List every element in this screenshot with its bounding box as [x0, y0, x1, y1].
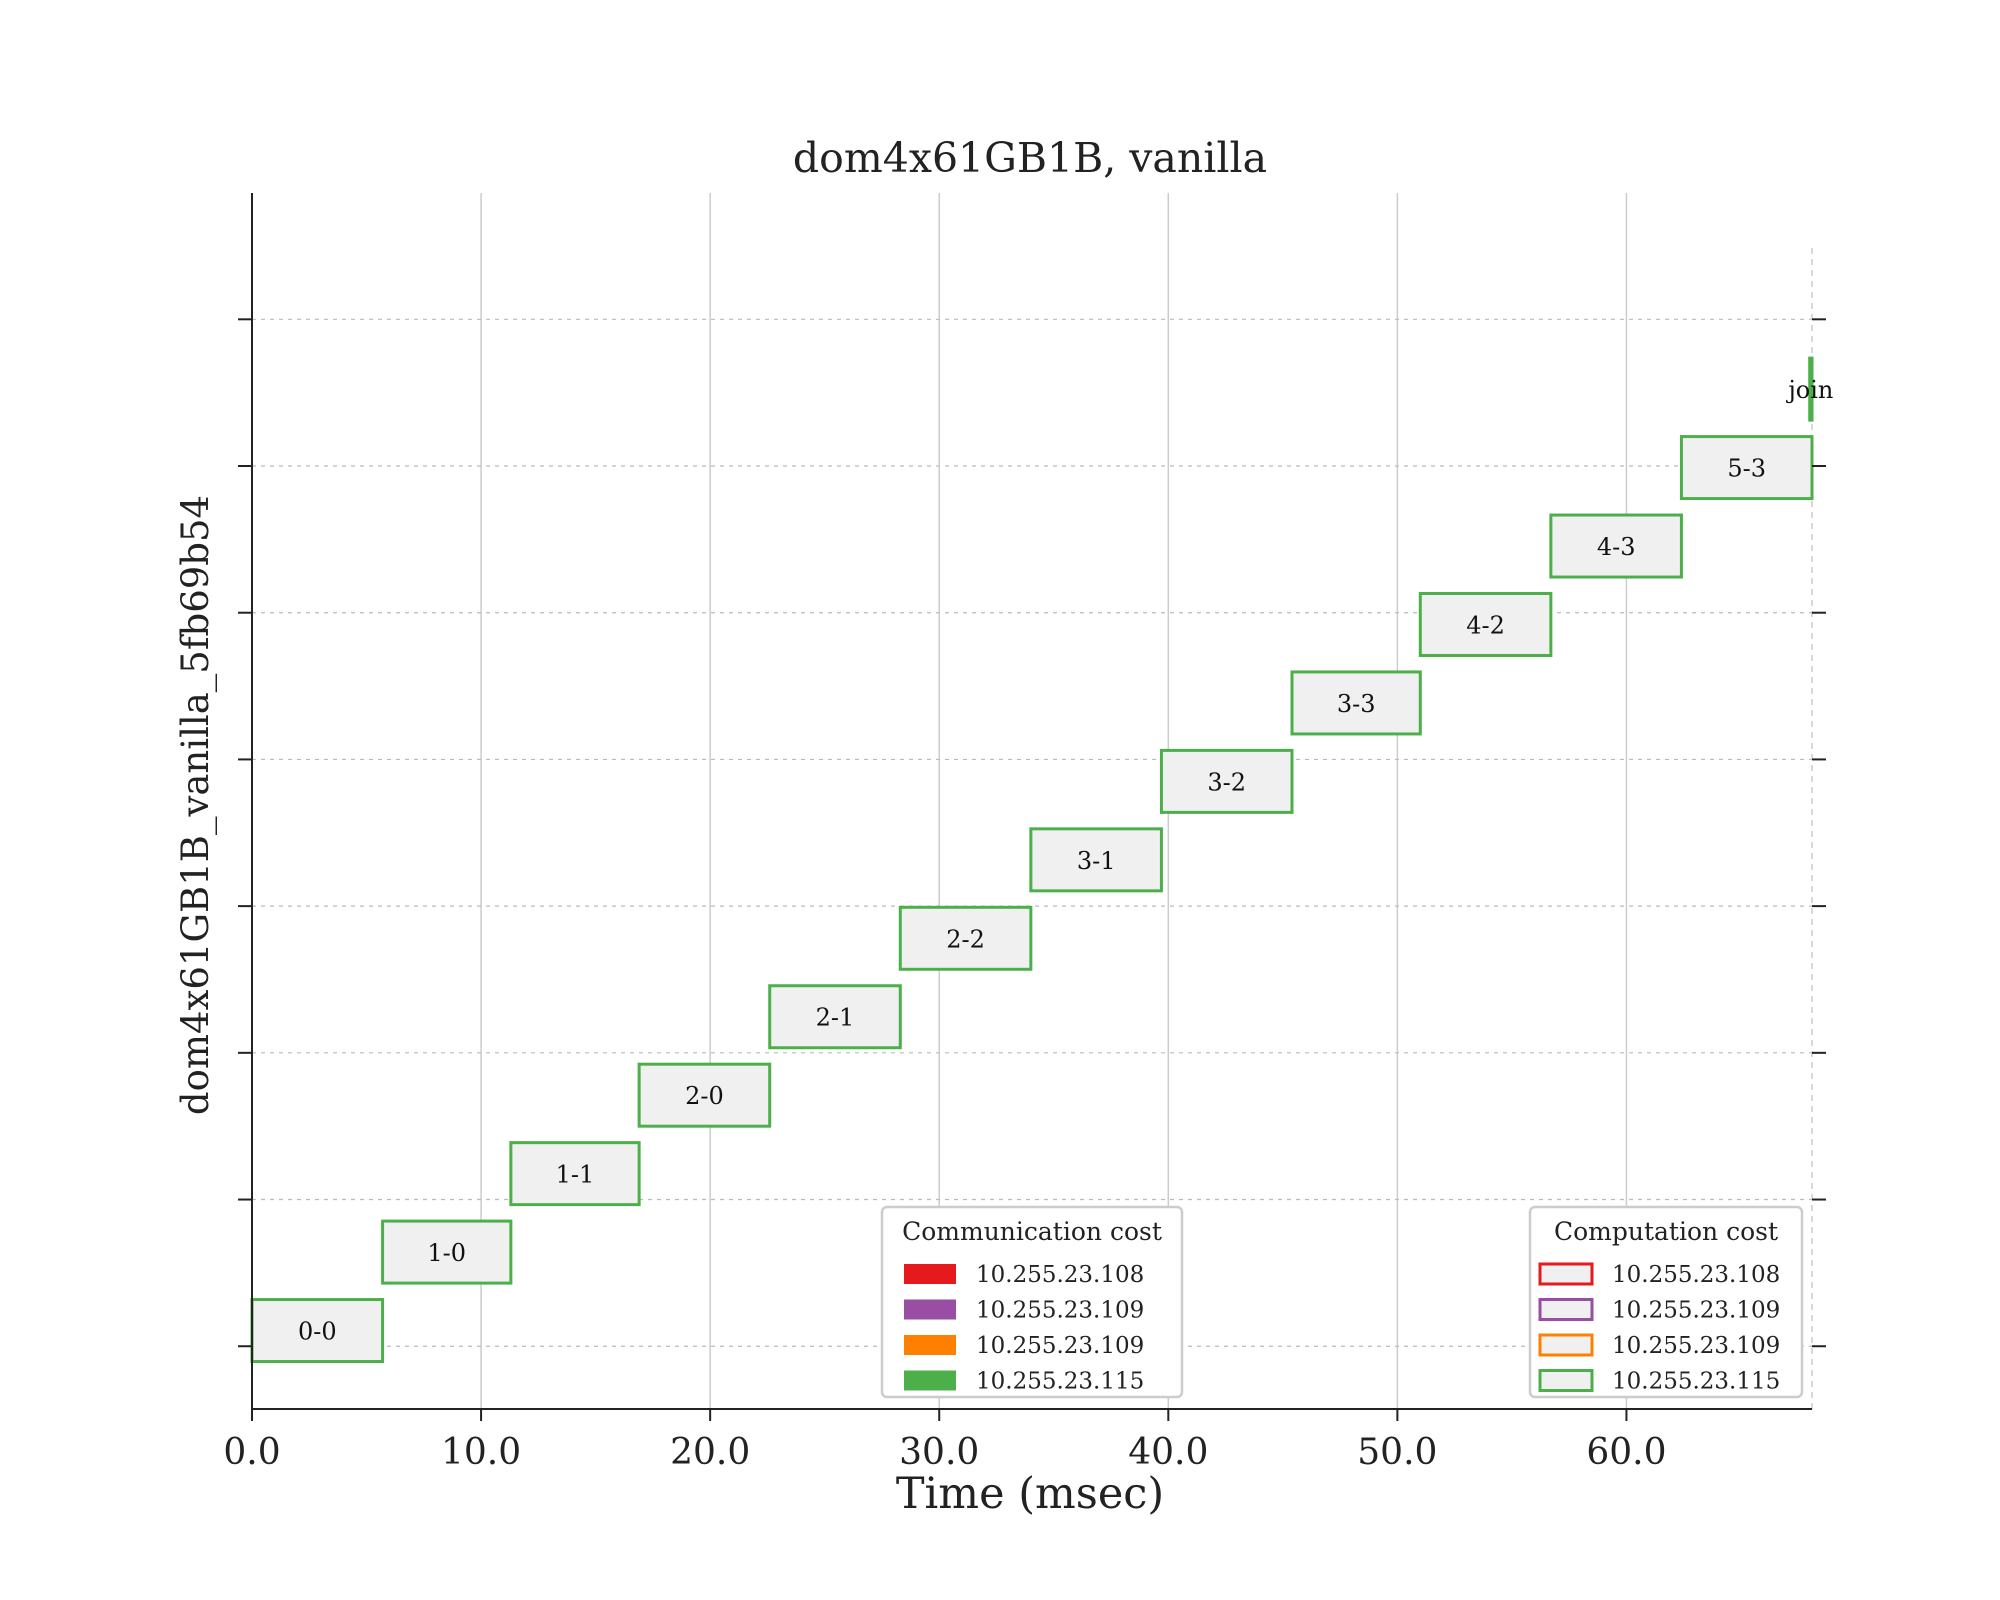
task-label: join [1785, 376, 1833, 404]
task-label: 4-3 [1597, 533, 1636, 561]
legend-title: Communication cost [902, 1217, 1162, 1246]
task-label: 2-1 [816, 1004, 855, 1032]
task-label: 3-2 [1207, 768, 1246, 796]
legend-entry-label: 10.255.23.115 [1612, 1369, 1780, 1395]
task-label: 3-3 [1337, 690, 1376, 718]
x-tick-label: 40.0 [1128, 1432, 1208, 1473]
legend-title: Computation cost [1554, 1217, 1778, 1246]
x-tick-label: 0.0 [223, 1432, 280, 1473]
legend-entry-label: 10.255.23.109 [1612, 1298, 1780, 1324]
task-bar [1290, 670, 1422, 736]
task-bar [1159, 748, 1294, 814]
task-label: 3-1 [1077, 847, 1116, 875]
task-label: 5-3 [1727, 455, 1766, 483]
legend-entry-label: 10.255.23.109 [976, 1333, 1144, 1359]
chart-title: dom4x61GB1B, vanilla [793, 134, 1267, 182]
task-bars: 0-0 1-0 1-1 2-0 2-1 2-2 3-1 3-2 3-3 4-2 4-3 5-3 join [250, 356, 1833, 1364]
task-bar [898, 905, 1033, 971]
legend-swatch [904, 1299, 956, 1320]
task-bar [250, 1298, 385, 1364]
legend-frame [880, 1205, 1184, 1399]
legend-frame [1528, 1205, 1804, 1399]
legend-entry-label: 10.255.23.108 [1612, 1262, 1780, 1288]
x-tick-label: 60.0 [1586, 1432, 1666, 1473]
legend-entry-label: 10.255.23.109 [1612, 1333, 1780, 1359]
legend-entry-label: 10.255.23.109 [976, 1298, 1144, 1324]
x-tick-label: 10.0 [441, 1432, 521, 1473]
x-tick-label: 30.0 [899, 1432, 979, 1473]
x-axis-label: Time (msec) [896, 1469, 1164, 1519]
ticks: 0.0 10.0 20.0 30.0 40.0 50.0 60.0 [223, 318, 1826, 1473]
legend-swatch [904, 1264, 956, 1284]
task-bar [381, 1219, 513, 1285]
task-bar [1029, 827, 1163, 893]
task-bar [1679, 435, 1814, 501]
axes [251, 193, 1812, 1410]
task-label: 1-1 [556, 1161, 595, 1189]
task-bar [1808, 356, 1814, 422]
legend-entry-label: 10.255.23.108 [976, 1262, 1144, 1288]
legend-swatch [1538, 1369, 1594, 1392]
legend-swatch [1538, 1298, 1594, 1321]
task-label: 1-0 [427, 1239, 466, 1267]
task-bar [509, 1141, 641, 1207]
legend-entry-label: 10.255.23.115 [976, 1369, 1144, 1395]
task-label: 2-2 [946, 925, 985, 953]
legend-swatch [904, 1370, 956, 1391]
task-label: 0-0 [298, 1318, 337, 1346]
legend-swatch [1538, 1262, 1594, 1286]
task-label: 2-0 [685, 1082, 724, 1110]
task-bar [1549, 513, 1683, 579]
task-bar [768, 984, 902, 1050]
x-tick-label: 20.0 [670, 1432, 750, 1473]
legends: Communication cost 10.255.23.108 10.255.23… [880, 1205, 1804, 1399]
legend-computation-cost: Computation cost 10.255.23.108 10.255.23.1… [1528, 1205, 1804, 1399]
task-label: 4-2 [1466, 611, 1505, 639]
task-bar [1418, 591, 1553, 657]
legend-communication-cost: Communication cost 10.255.23.108 10.255.23… [880, 1205, 1184, 1399]
x-tick-label: 50.0 [1357, 1432, 1437, 1473]
y-axis-label: dom4x61GB1B_vanilla_5fb69b54 [174, 495, 218, 1115]
task-bar [637, 1062, 772, 1128]
legend-swatch [904, 1335, 956, 1355]
legend-swatch [1538, 1333, 1594, 1357]
